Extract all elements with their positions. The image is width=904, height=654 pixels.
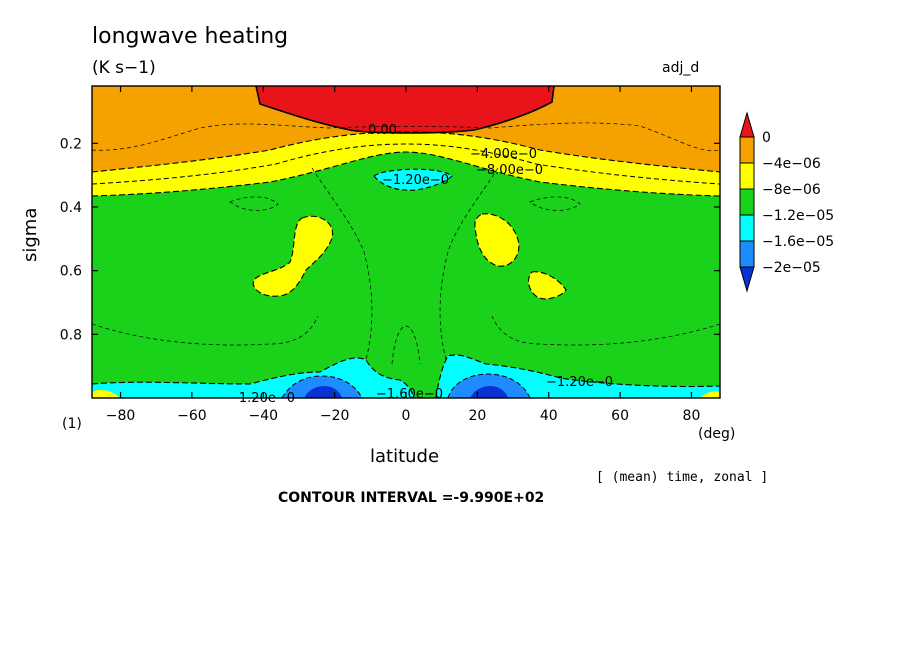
blob-yellow-se xyxy=(528,271,566,299)
blob-yellow-nw xyxy=(253,216,333,297)
contour-zero xyxy=(255,86,555,134)
colorbar-label: −1.6e−05 xyxy=(762,234,834,250)
contour-fill-layer xyxy=(92,86,720,398)
contour-green-inner-5 xyxy=(391,325,421,365)
chart-units: (K s−1) xyxy=(92,58,156,78)
contour-line-layer xyxy=(92,86,720,398)
experiment-label: adj_d xyxy=(662,60,700,76)
contour-label-3: −8.00e−0 xyxy=(476,163,543,178)
contour-green-inner-1 xyxy=(229,196,279,211)
colorbar-swatch xyxy=(739,240,755,268)
contour-label-7: −1.20e−0 xyxy=(546,375,613,390)
contour-yellow-nw xyxy=(252,215,334,297)
y-axis-ticks: 0.2 0.4 0.6 0.8 xyxy=(60,136,720,343)
colorbar-label: −8e−06 xyxy=(762,182,821,198)
contour-blue-se xyxy=(447,373,531,398)
contour-label-4: −1.20e−0 xyxy=(382,173,449,188)
chart-title: longwave heating xyxy=(92,24,289,49)
x-tick-label: 60 xyxy=(611,408,629,424)
y-tick-label: 0.4 xyxy=(60,200,82,216)
contour-label-6: −1.60e−0 xyxy=(376,387,443,402)
panel-index-label: (1) xyxy=(62,416,82,432)
contour-orange-yellow xyxy=(92,131,720,173)
y-tick-label: 0.8 xyxy=(60,327,82,343)
contour-cyan-surface-right xyxy=(435,354,720,398)
contour-blue-sw xyxy=(281,375,363,398)
x-axis-ticks: −80 −60 −40 −20 0 20 40 60 80 xyxy=(106,86,701,424)
x-unit-label: (deg) xyxy=(698,426,736,442)
contour-label-1: 0.00 xyxy=(368,123,397,138)
blob-darkblue-se xyxy=(470,386,508,398)
band-yellow xyxy=(92,132,720,196)
contour-cyan-surface-left xyxy=(92,357,415,398)
colorbar-label: 0 xyxy=(762,130,771,146)
colorbar-swatch xyxy=(739,214,755,242)
colorbar-swatch xyxy=(739,162,755,190)
x-tick-label: −60 xyxy=(177,408,207,424)
strip-yellow-left xyxy=(92,390,120,398)
contour-green-inner-3 xyxy=(311,167,373,361)
contour-green-inner-4 xyxy=(439,167,499,361)
x-tick-label: −20 xyxy=(320,408,350,424)
colorbar-swatch-min xyxy=(739,266,755,293)
colorbar-label: −1.2e−05 xyxy=(762,208,834,224)
x-tick-label: 80 xyxy=(683,408,701,424)
strip-yellow-right xyxy=(700,391,720,398)
x-tick-label: 20 xyxy=(468,408,486,424)
contour-label-2: −4.00e−0 xyxy=(470,147,537,162)
y-tick-label: 0.6 xyxy=(60,264,82,280)
colorbar-label: −2e−05 xyxy=(762,260,821,276)
contour-yellow-mid xyxy=(92,143,720,185)
contour-green-inner-6 xyxy=(92,315,319,346)
colorbar-swatch-max xyxy=(739,111,755,138)
blob-yellow-ne xyxy=(474,213,519,267)
contour-yellow-green xyxy=(92,151,720,197)
blob-cyan-upper xyxy=(374,169,452,191)
colorbar-swatch xyxy=(739,136,755,164)
x-tick-label: −80 xyxy=(106,408,136,424)
colorbar: 0 −4e−06 −8e−06 −1.2e−05 −1.6e−05 −2e−05 xyxy=(739,111,834,293)
y-tick-label: 0.2 xyxy=(60,136,82,152)
x-axis-label: latitude xyxy=(370,446,440,467)
colorbar-label: −4e−06 xyxy=(762,156,821,172)
blob-darkblue-sw xyxy=(304,386,342,398)
contour-cyan-upper xyxy=(373,168,453,191)
averaging-note: [ (mean) time, zonal ] xyxy=(596,470,769,485)
x-tick-label: −40 xyxy=(248,408,278,424)
contour-green-inner-2 xyxy=(529,196,581,211)
x-tick-label: 40 xyxy=(540,408,558,424)
colorbar-swatch xyxy=(739,188,755,216)
contour-yellow-se xyxy=(527,271,567,300)
blob-blue-se xyxy=(448,374,530,398)
band-red xyxy=(256,86,554,133)
contour-orange-inner xyxy=(92,122,720,152)
x-tick-label: 0 xyxy=(402,408,411,424)
contour-green-inner-7 xyxy=(491,315,720,346)
contour-yellow-ne xyxy=(474,213,520,267)
contour-interval-label: CONTOUR INTERVAL =-9.990E+02 xyxy=(278,490,545,506)
